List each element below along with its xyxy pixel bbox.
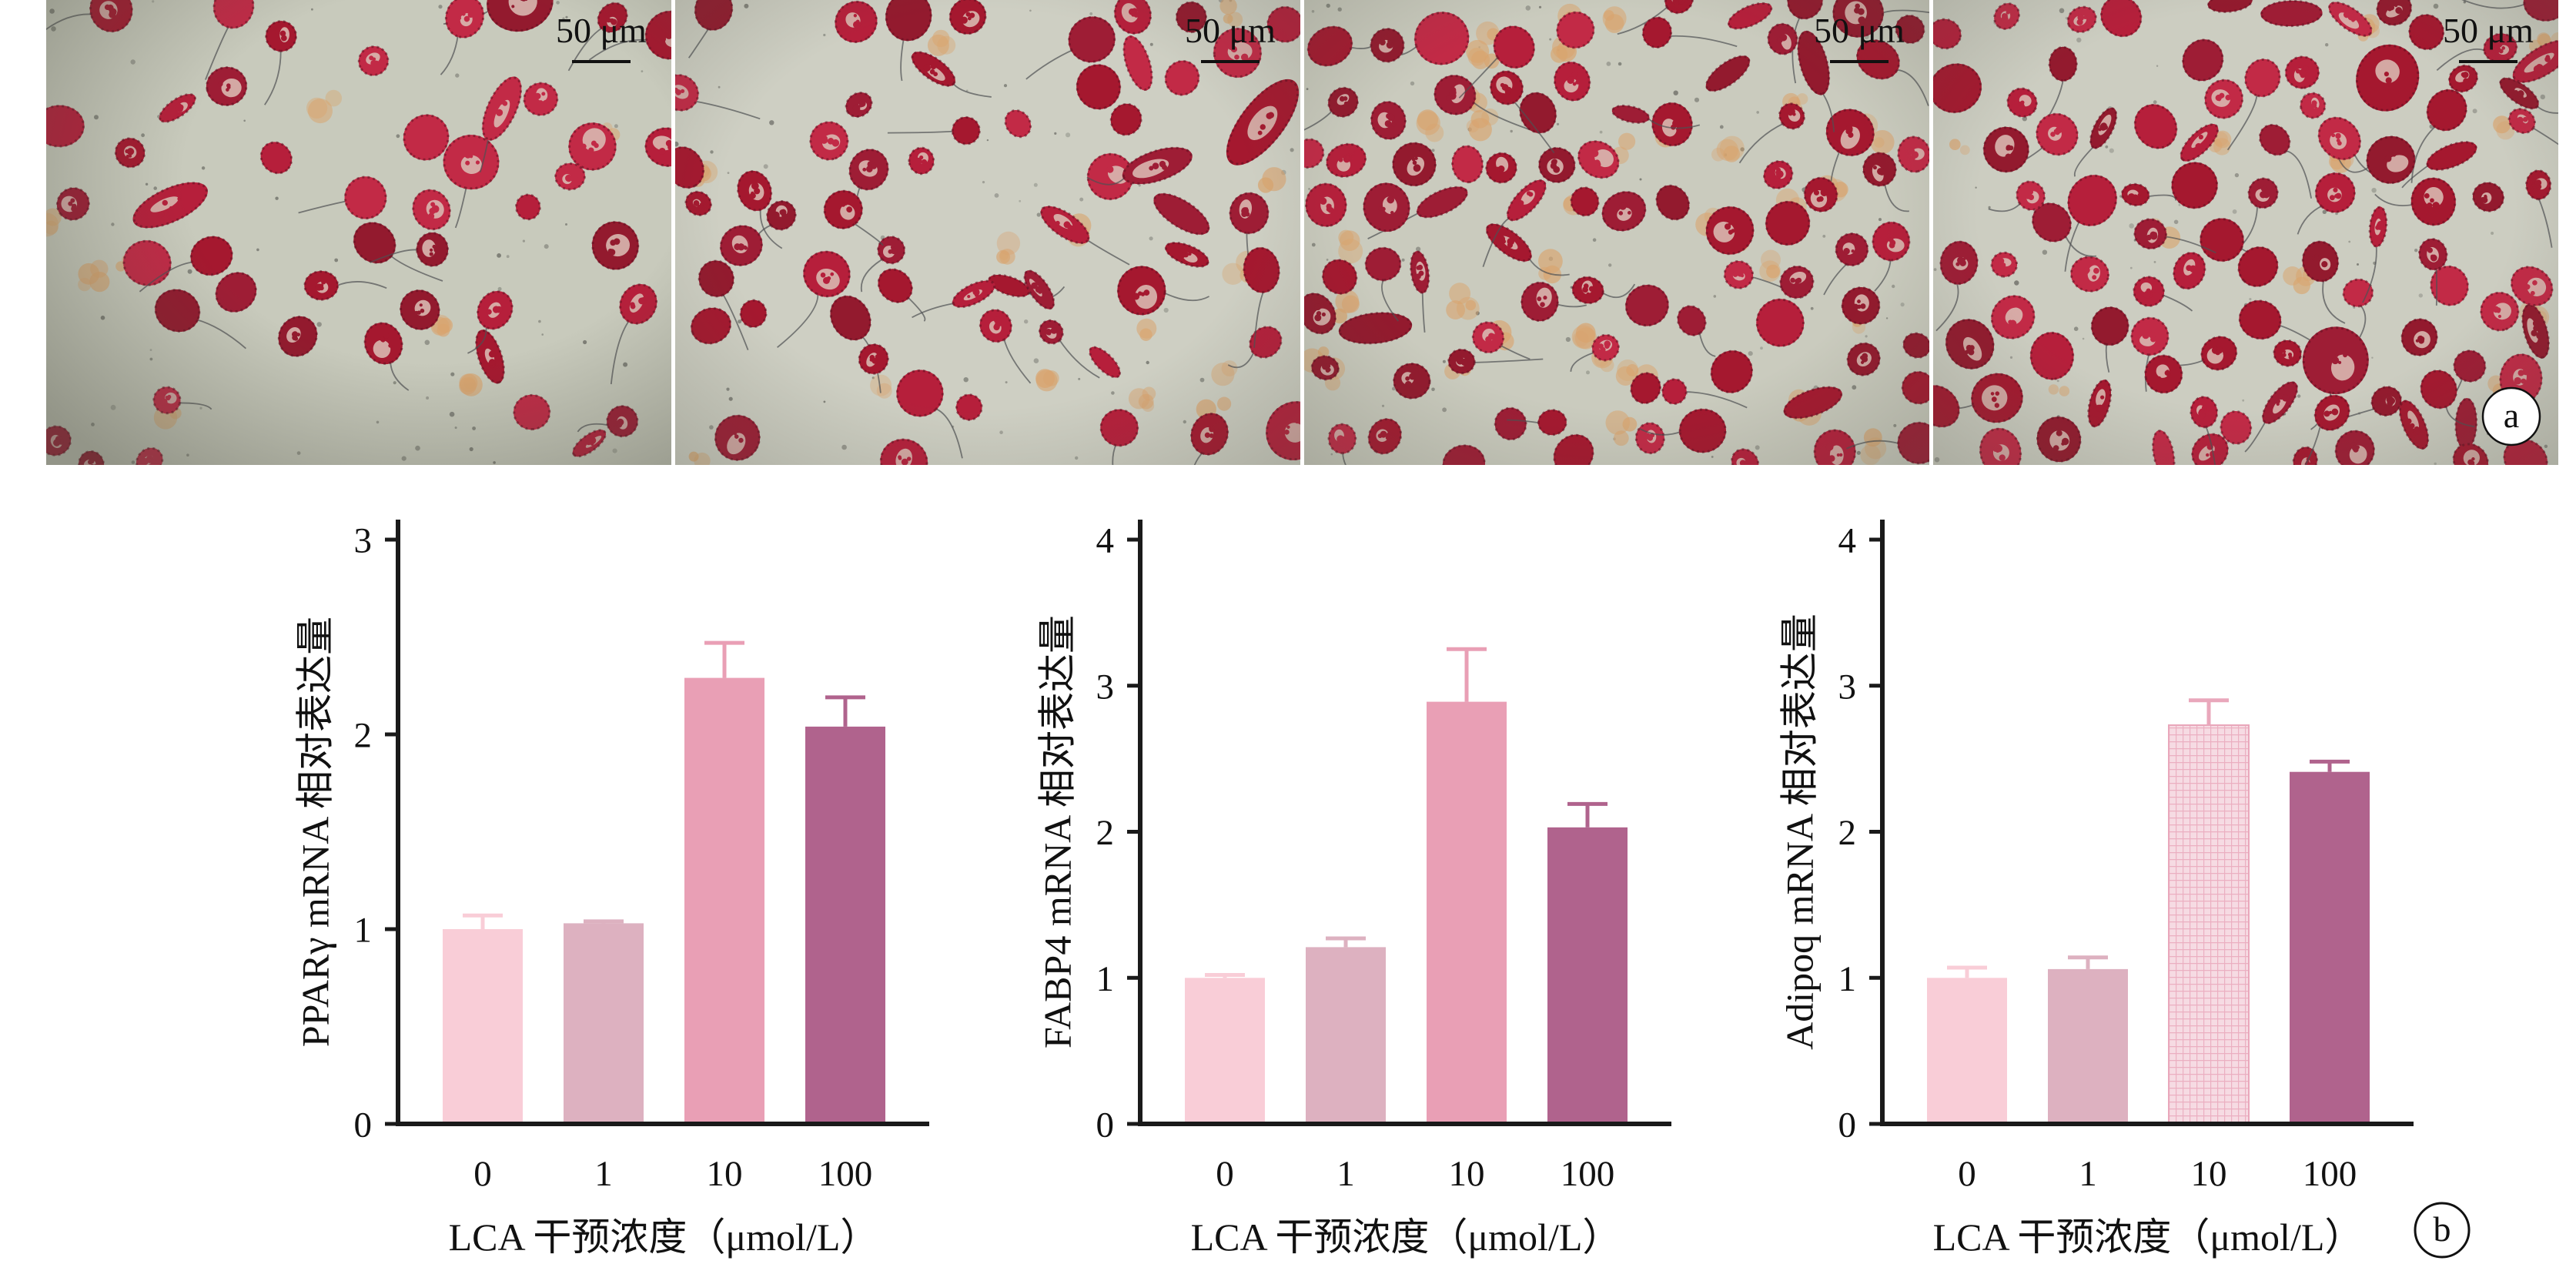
- scale-bar: 50 μm: [1185, 11, 1276, 63]
- panel-label-text: b: [2434, 1209, 2451, 1249]
- micrograph-4: 50 μm: [1933, 0, 2558, 465]
- y-tick-label: 3: [1838, 667, 1857, 707]
- x-tick-label: 1: [594, 1154, 613, 1194]
- vignette: [675, 0, 1300, 465]
- x-tick-label: 1: [2079, 1154, 2097, 1194]
- vignette: [46, 0, 671, 465]
- y-tick-label: 3: [1096, 667, 1115, 707]
- micrograph-2: 50 μm: [675, 0, 1300, 465]
- y-tick-label: 4: [1838, 520, 1857, 560]
- bar-10: [2168, 724, 2250, 1125]
- x-tick-label: 10: [1449, 1154, 1485, 1194]
- x-tick-label: 0: [1216, 1154, 1234, 1194]
- error-bar: [2189, 698, 2229, 725]
- y-tick-label: 4: [1096, 520, 1115, 560]
- y-tick-label: 2: [1096, 813, 1115, 853]
- x-tick-label: 100: [2303, 1154, 2357, 1194]
- error-bar: [1205, 973, 1245, 978]
- bar-100: [1547, 827, 1628, 1124]
- chart-1: 0 1 10 100 0 1 2 3 PPARγ mRNA 相对表达量 LCA 干预浓度（μmol…: [294, 520, 929, 1259]
- scale-bar: 50 μm: [1814, 11, 1905, 63]
- x-tick-label: 100: [1561, 1154, 1615, 1194]
- panel-label-circle: [2414, 1202, 2471, 1259]
- error-bar: [1567, 801, 1607, 828]
- y-axis-label: Adipoq mRNA 相对表达量: [1778, 614, 1822, 1050]
- y-tick-label: 1: [1096, 959, 1115, 999]
- y-tick-label: 1: [1838, 959, 1857, 999]
- bar-0: [1927, 978, 2007, 1125]
- panel-a: 50 μm 50 μm 50 μm: [46, 0, 2558, 465]
- y-tick-label: 2: [354, 715, 373, 755]
- x-tick-label: 0: [1958, 1154, 1976, 1194]
- scale-bar-label: 50 μm: [1814, 11, 1905, 50]
- scale-bar-label: 50 μm: [556, 11, 647, 50]
- vignette: [1933, 0, 2558, 465]
- micrograph-1: 50 μm: [46, 0, 671, 465]
- panel-label-text: a: [2504, 396, 2519, 435]
- scale-bar-label: 50 μm: [1185, 11, 1276, 50]
- bar-1: [564, 923, 644, 1124]
- y-tick-label: 0: [1096, 1105, 1115, 1145]
- y-tick-label: 3: [354, 520, 373, 560]
- x-axis-label: LCA 干预浓度（μmol/L）: [1933, 1216, 2364, 1259]
- panel-label-circle: [2481, 386, 2541, 446]
- error-bar: [1947, 965, 1987, 978]
- error-bar: [2068, 955, 2108, 969]
- bar-10: [684, 677, 764, 1124]
- scale-bar: 50 μm: [556, 11, 647, 63]
- panel-b-label: b: [2414, 1202, 2471, 1259]
- bar-100: [2290, 771, 2370, 1124]
- chart-3: 0 1 10 100 0 1 2 3 4 Adipoq mRNA 相对表达量 LCA 干预浓度（μm…: [1778, 520, 2414, 1259]
- chart-2: 0 1 10 100 0 1 2 3 4 FABP4 mRNA 相对表达量 LCA 干预浓度（μmo…: [1036, 520, 1671, 1259]
- error-bar: [2310, 759, 2350, 772]
- bar-10: [1427, 701, 1507, 1124]
- y-axis-label: PPARγ mRNA 相对表达量: [294, 617, 337, 1047]
- error-bar: [584, 919, 624, 924]
- x-tick-label: 0: [473, 1154, 492, 1194]
- y-axis-label: FABP4 mRNA 相对表达量: [1036, 615, 1079, 1048]
- scale-bar-label: 50 μm: [2443, 11, 2534, 50]
- x-axis-label: LCA 干预浓度（μmol/L）: [1191, 1216, 1621, 1259]
- error-bar: [825, 695, 865, 727]
- bar-100: [805, 726, 885, 1124]
- x-axis-label: LCA 干预浓度（μmol/L）: [449, 1216, 879, 1259]
- y-tick-label: 0: [354, 1105, 373, 1145]
- bar-1: [1306, 947, 1386, 1124]
- y-tick-label: 2: [1838, 813, 1857, 853]
- x-tick-label: 1: [1337, 1154, 1355, 1194]
- x-tick-label: 10: [2191, 1154, 2227, 1194]
- x-tick-label: 10: [707, 1154, 743, 1194]
- micrograph-3: 50 μm: [1304, 0, 1929, 465]
- scale-bar: 50 μm: [2443, 11, 2534, 63]
- error-bar: [463, 913, 503, 929]
- error-bar: [704, 640, 744, 678]
- error-bar: [1326, 936, 1366, 948]
- x-tick-label: 100: [818, 1154, 873, 1194]
- y-tick-label: 1: [354, 910, 373, 950]
- bar-1: [2048, 968, 2128, 1124]
- panel-a-label: a: [2481, 386, 2541, 446]
- error-bar: [1447, 647, 1487, 702]
- vignette: [1304, 0, 1929, 465]
- bar-0: [1185, 978, 1265, 1125]
- bar-0: [443, 929, 523, 1124]
- y-tick-label: 0: [1838, 1105, 1857, 1145]
